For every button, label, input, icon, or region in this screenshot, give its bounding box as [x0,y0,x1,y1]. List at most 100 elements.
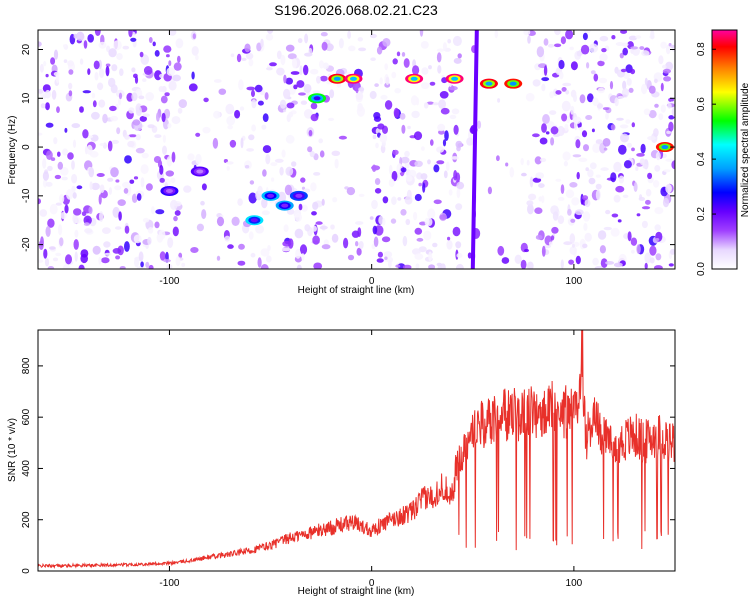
noise-speck [158,86,164,92]
noise-speck [599,245,607,254]
noise-speck [60,212,67,220]
x-tick-label: 100 [566,276,583,287]
noise-speck [376,46,383,55]
noise-speck [501,257,510,264]
noise-speck [283,109,287,113]
noise-speck [565,30,574,40]
noise-speck [569,233,576,244]
noise-speck [148,264,154,269]
noise-speck [160,95,168,104]
noise-speck [377,123,385,130]
noise-speck [660,104,666,113]
noise-speck [192,33,196,40]
noise-speck [243,160,252,170]
noise-speck [411,110,420,119]
noise-speck [614,97,619,107]
noise-speck [114,185,122,191]
y-tick-label: 800 [21,357,32,374]
noise-speck [386,256,394,263]
noise-speck [453,57,462,64]
noise-speck [374,188,382,194]
noise-speck [173,62,182,71]
noise-speck [231,216,240,226]
noise-speck [407,125,411,130]
noise-speck [549,110,557,115]
noise-speck [288,238,294,249]
noise-speck [108,187,112,195]
noise-speck [662,64,667,69]
noise-speck [581,130,588,138]
noise-speck [426,101,434,105]
noise-speck [611,35,616,40]
spectral-hotspot [267,193,275,198]
noise-speck [256,42,262,52]
noise-speck [578,127,584,131]
noise-speck [308,47,313,55]
noise-speck [64,127,68,133]
noise-speck [641,83,648,95]
noise-speck [170,177,176,184]
noise-speck [212,137,219,149]
noise-speck [388,164,393,175]
noise-speck [377,251,383,258]
noise-speck [281,247,291,252]
noise-speck [550,137,555,146]
noise-speck [128,134,138,138]
noise-speck [598,77,608,84]
noise-speck [605,112,609,120]
noise-speck [560,36,567,45]
noise-speck [166,67,176,76]
noise-speck [455,203,463,211]
noise-speck [181,262,186,267]
spectrogram-noise [38,30,675,269]
noise-speck [555,90,562,95]
noise-speck [241,57,247,62]
noise-speck [457,53,462,59]
noise-speck [419,30,424,37]
noise-speck [615,185,625,193]
noise-speck [603,226,612,231]
noise-speck [323,239,329,246]
noise-speck [47,218,55,228]
noise-speck [321,41,328,51]
noise-speck [98,41,107,49]
spectrogram-hotspots [160,73,674,226]
spectral-hotspot [451,76,459,81]
noise-speck [391,196,397,205]
noise-speck [670,248,675,255]
noise-speck [370,57,376,61]
noise-speck [580,44,590,55]
noise-speck [299,244,308,255]
noise-speck [310,68,319,75]
noise-speck [99,68,105,78]
noise-speck [584,199,591,208]
noise-speck [319,225,328,230]
noise-speck [310,182,317,192]
noise-speck [88,206,93,215]
noise-speck [53,71,60,77]
noise-speck [617,219,622,223]
noise-speck [45,181,53,187]
spectral-hotspot [333,76,341,81]
noise-speck [455,263,464,269]
noise-speck [627,231,632,242]
noise-speck [283,74,287,84]
noise-speck [355,221,364,225]
noise-speck [251,124,256,132]
noise-speck [549,91,554,99]
noise-speck [355,92,364,100]
noise-speck [437,65,442,74]
noise-speck [534,156,542,165]
noise-speck [415,263,420,269]
noise-speck [394,88,402,94]
noise-speck [156,112,160,122]
noise-speck [298,92,306,96]
noise-speck [286,102,295,109]
noise-speck [119,266,126,269]
noise-speck [379,133,388,143]
noise-speck [259,90,266,96]
noise-speck [296,264,302,269]
noise-speck [466,137,474,146]
noise-speck [225,103,235,115]
